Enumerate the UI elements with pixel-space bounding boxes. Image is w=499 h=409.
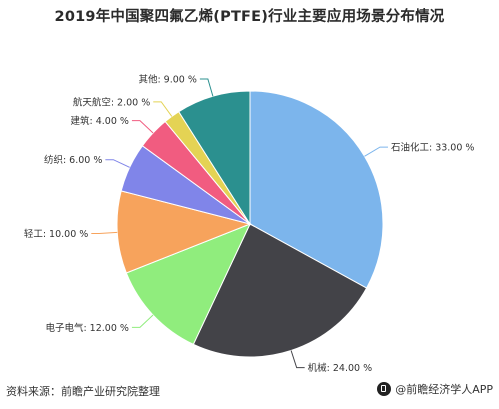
pie-slice-2[interactable] xyxy=(125,223,251,346)
leader-line-3 xyxy=(91,231,118,234)
pie-slice-0[interactable] xyxy=(249,90,384,289)
leader-line-6 xyxy=(153,101,173,117)
slice-label-7: 其他: 9.00 % xyxy=(138,74,196,86)
leader-line-4 xyxy=(105,159,130,168)
brand-credit: @前瞻经济学人APP xyxy=(377,381,493,397)
slice-label-2: 电子电气: 12.00 % xyxy=(45,322,128,334)
slice-label-5: 建筑: 4.00 % xyxy=(71,115,129,127)
leader-line-2 xyxy=(131,314,154,328)
pie-labels: 石油化工: 33.00 % 机械: 24.00 % 电子电气: 12.00 % 轻工:… xyxy=(24,74,475,375)
brand-logo-icon xyxy=(377,382,392,396)
pie-slice-7[interactable] xyxy=(178,90,251,226)
slice-label-1: 机械: 24.00 % xyxy=(308,362,372,374)
brand-text: @前瞻经济学人APP xyxy=(395,383,493,396)
source-note: 资料来源：前瞻产业研究院整理 xyxy=(6,385,160,398)
chart-title: 2019年中国聚四氟乙烯(PTFE)行业主要应用场景分布情况 xyxy=(54,9,445,25)
pie-slice-3[interactable] xyxy=(116,190,252,274)
slice-label-0: 石油化工: 33.00 % xyxy=(391,142,474,154)
pie-slices xyxy=(116,90,384,358)
leader-line-7 xyxy=(199,78,214,97)
leader-line-0 xyxy=(364,146,388,157)
leader-line-5 xyxy=(131,120,154,134)
slice-label-3: 轻工: 10.00 % xyxy=(24,228,88,240)
slice-label-4: 纺织: 6.00 % xyxy=(44,154,102,166)
pie-slice-1[interactable] xyxy=(192,223,368,358)
slice-label-6: 航天航空: 2.00 % xyxy=(73,96,150,108)
leader-line-1 xyxy=(290,350,305,369)
